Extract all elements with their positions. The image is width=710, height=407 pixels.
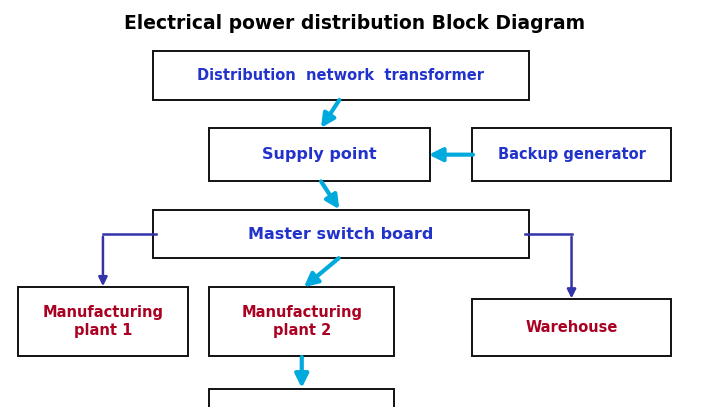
Text: Backup generator: Backup generator [498,147,645,162]
Text: Electrical power distribution Block Diagram: Electrical power distribution Block Diag… [124,14,586,33]
Text: Master switch board: Master switch board [248,227,434,241]
FancyBboxPatch shape [209,128,430,181]
Text: Warehouse: Warehouse [525,320,618,335]
FancyBboxPatch shape [472,128,671,181]
FancyBboxPatch shape [472,299,671,356]
FancyBboxPatch shape [153,51,529,100]
Text: Supply point: Supply point [262,147,377,162]
FancyBboxPatch shape [153,210,529,258]
Text: Manufacturing
plant 2: Manufacturing plant 2 [241,305,362,338]
FancyBboxPatch shape [18,287,188,356]
FancyBboxPatch shape [209,287,394,356]
Text: Manufacturing
plant 1: Manufacturing plant 1 [43,305,163,338]
Text: Distribution  network  transformer: Distribution network transformer [197,68,484,83]
FancyBboxPatch shape [209,389,394,407]
